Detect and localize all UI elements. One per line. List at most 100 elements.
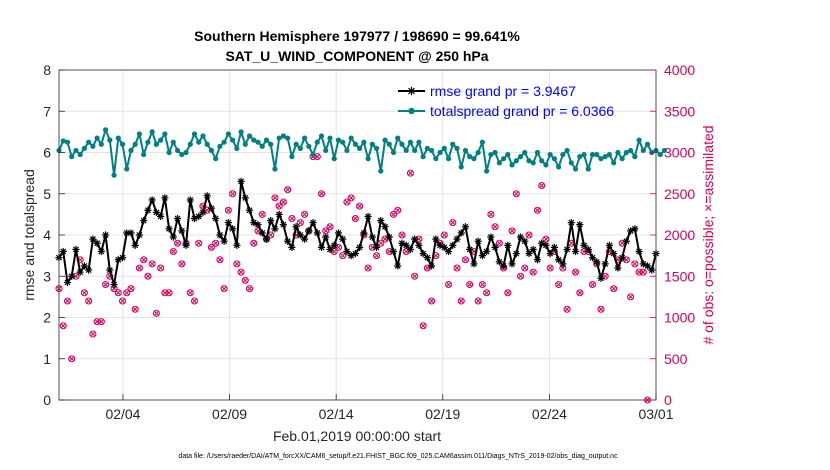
obs-point bbox=[428, 297, 436, 305]
x-tick-label: 02/09 bbox=[212, 406, 247, 422]
spread-point bbox=[577, 154, 583, 160]
rmse-point bbox=[487, 233, 495, 241]
rmse-point bbox=[559, 260, 567, 268]
rmse-point bbox=[63, 278, 72, 287]
rmse-point bbox=[199, 208, 207, 216]
rmse-point bbox=[521, 237, 529, 245]
spread-point bbox=[174, 147, 181, 154]
rmse-point bbox=[504, 241, 512, 249]
footer-data-file: data file: /Users/raeder/DAI/ATM_forcXX/… bbox=[178, 453, 618, 460]
spread-point bbox=[534, 149, 541, 156]
spread-point bbox=[556, 164, 562, 170]
y-axis-left-label: rmse and totalspread bbox=[21, 169, 37, 301]
rmse-point bbox=[550, 243, 558, 251]
spread-point bbox=[428, 147, 435, 154]
rmse-point bbox=[72, 245, 80, 254]
spread-point bbox=[462, 147, 469, 154]
spread-point bbox=[132, 141, 138, 147]
rmse-point bbox=[178, 227, 186, 235]
rmse-point bbox=[423, 254, 431, 262]
obs-point bbox=[89, 330, 97, 338]
y-left-tick-label: 6 bbox=[43, 145, 51, 161]
obs-point bbox=[521, 264, 529, 272]
spread-point bbox=[141, 151, 147, 158]
rmse-point bbox=[135, 231, 144, 239]
spread-point bbox=[348, 135, 354, 141]
rmse-point bbox=[618, 254, 626, 262]
spread-point bbox=[386, 141, 392, 147]
obs-point bbox=[627, 293, 635, 301]
rmse-point bbox=[512, 249, 520, 258]
spread-point bbox=[86, 139, 92, 145]
legend-rmse-label: rmse grand pr = 3.9467 bbox=[430, 83, 576, 99]
spread-point bbox=[407, 139, 414, 145]
rmse-point bbox=[330, 241, 338, 249]
spread-point bbox=[314, 139, 320, 145]
obs-point bbox=[449, 219, 457, 227]
rmse-point bbox=[258, 229, 266, 237]
rmse-point bbox=[292, 223, 300, 231]
obs-point bbox=[483, 289, 491, 297]
rmse-point bbox=[339, 235, 347, 243]
spread-point bbox=[335, 137, 342, 143]
obs-point bbox=[140, 256, 148, 264]
obs-point bbox=[118, 297, 127, 305]
obs-point bbox=[317, 190, 326, 198]
rmse-point bbox=[449, 241, 457, 249]
spread-point bbox=[107, 137, 113, 143]
obs-point bbox=[233, 260, 241, 268]
obs-point bbox=[174, 239, 182, 247]
y-right-tick-label: 1000 bbox=[664, 310, 695, 326]
spread-point bbox=[323, 147, 329, 154]
rmse-point bbox=[165, 225, 173, 233]
spread-point bbox=[403, 147, 409, 154]
spread-point bbox=[530, 160, 536, 166]
spread-point bbox=[229, 137, 236, 143]
spread-point bbox=[204, 141, 210, 147]
obs-point bbox=[639, 268, 647, 276]
spread-point bbox=[285, 135, 291, 141]
y-left-tick-label: 3 bbox=[43, 268, 51, 284]
rmse-point bbox=[241, 194, 249, 202]
obs-point bbox=[127, 285, 135, 293]
obs-point bbox=[250, 239, 258, 247]
rmse-point bbox=[542, 241, 550, 249]
obs-point bbox=[245, 285, 254, 293]
spread-point bbox=[496, 160, 502, 166]
obs-point bbox=[453, 264, 461, 272]
spread-point bbox=[225, 131, 231, 137]
ticks: 02/04 02/09 02/14 02/19 02/24 03/010123456780… bbox=[43, 62, 695, 422]
spread-point bbox=[492, 149, 498, 156]
y-right-tick-label: 2000 bbox=[664, 227, 695, 243]
rmse-point bbox=[381, 223, 389, 231]
obs-point bbox=[224, 206, 232, 214]
obs-point bbox=[271, 194, 279, 202]
obs-point bbox=[288, 214, 296, 223]
obs-point bbox=[474, 297, 482, 305]
spread-point bbox=[509, 162, 515, 168]
spread-point bbox=[636, 137, 642, 143]
rmse-markers bbox=[55, 177, 660, 289]
spread-point bbox=[94, 135, 100, 141]
rmse-point bbox=[152, 208, 160, 216]
obs-point bbox=[339, 252, 347, 260]
obs-point bbox=[301, 210, 309, 218]
rmse-point bbox=[203, 192, 211, 200]
spread-point bbox=[124, 166, 130, 172]
x-tick-label: 02/19 bbox=[425, 406, 460, 422]
spread-point bbox=[246, 133, 253, 139]
rmse-point bbox=[101, 231, 110, 239]
spread-point bbox=[513, 158, 519, 164]
spread-point bbox=[162, 131, 168, 137]
y-left-tick-label: 8 bbox=[43, 62, 51, 78]
spread-point bbox=[344, 147, 350, 154]
spread-point bbox=[416, 139, 422, 145]
rmse-point bbox=[305, 227, 313, 235]
obs-point bbox=[144, 272, 152, 280]
rmse-point bbox=[563, 245, 571, 254]
spread-point bbox=[479, 139, 486, 145]
spread-point bbox=[297, 145, 303, 151]
spread-point bbox=[170, 139, 176, 145]
rmse-point bbox=[173, 214, 182, 223]
